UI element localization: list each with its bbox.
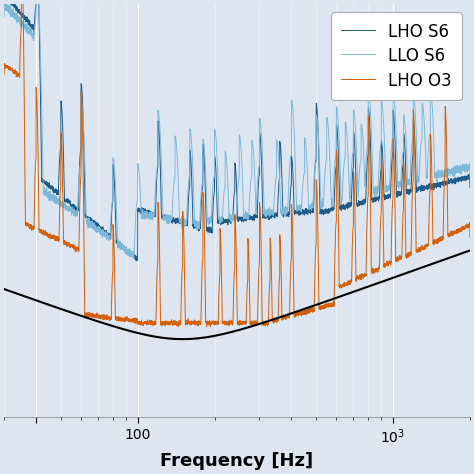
LHO O3 (297, 309, 303, 315)
Line: LHO O3: LHO O3 (4, 0, 470, 327)
LLO S6 (346, 197, 352, 202)
LHO S6 (346, 203, 352, 209)
Line: LLO S6: LLO S6 (4, 0, 470, 259)
LHO O3 (372, 268, 377, 274)
LLO S6 (1, 14, 7, 19)
LLO S6 (277, 182, 283, 188)
LLO S6 (467, 173, 473, 179)
LHO O3 (467, 234, 473, 240)
LLO S6 (372, 189, 377, 194)
LHO O3 (277, 232, 283, 238)
LLO S6 (170, 194, 176, 200)
LHO S6 (1, 1, 7, 7)
LHO S6 (297, 207, 303, 213)
LHO S6 (372, 196, 377, 202)
LHO O3 (170, 321, 176, 327)
LLO S6 (25, 28, 30, 34)
LHO S6 (170, 218, 176, 224)
LHO S6 (467, 184, 473, 190)
LLO S6 (297, 206, 303, 211)
LHO O3 (25, 222, 30, 228)
LHO S6 (277, 139, 283, 145)
LLO S6 (131, 256, 137, 262)
X-axis label: Frequency [Hz]: Frequency [Hz] (160, 452, 314, 470)
LHO O3 (346, 280, 352, 285)
LHO S6 (134, 258, 140, 264)
LHO S6 (25, 18, 30, 24)
LHO O3 (1, 72, 7, 77)
Line: LHO S6: LHO S6 (4, 0, 470, 261)
LHO O3 (208, 324, 213, 329)
Legend: LHO S6, LLO S6, LHO O3: LHO S6, LLO S6, LHO O3 (331, 12, 462, 100)
